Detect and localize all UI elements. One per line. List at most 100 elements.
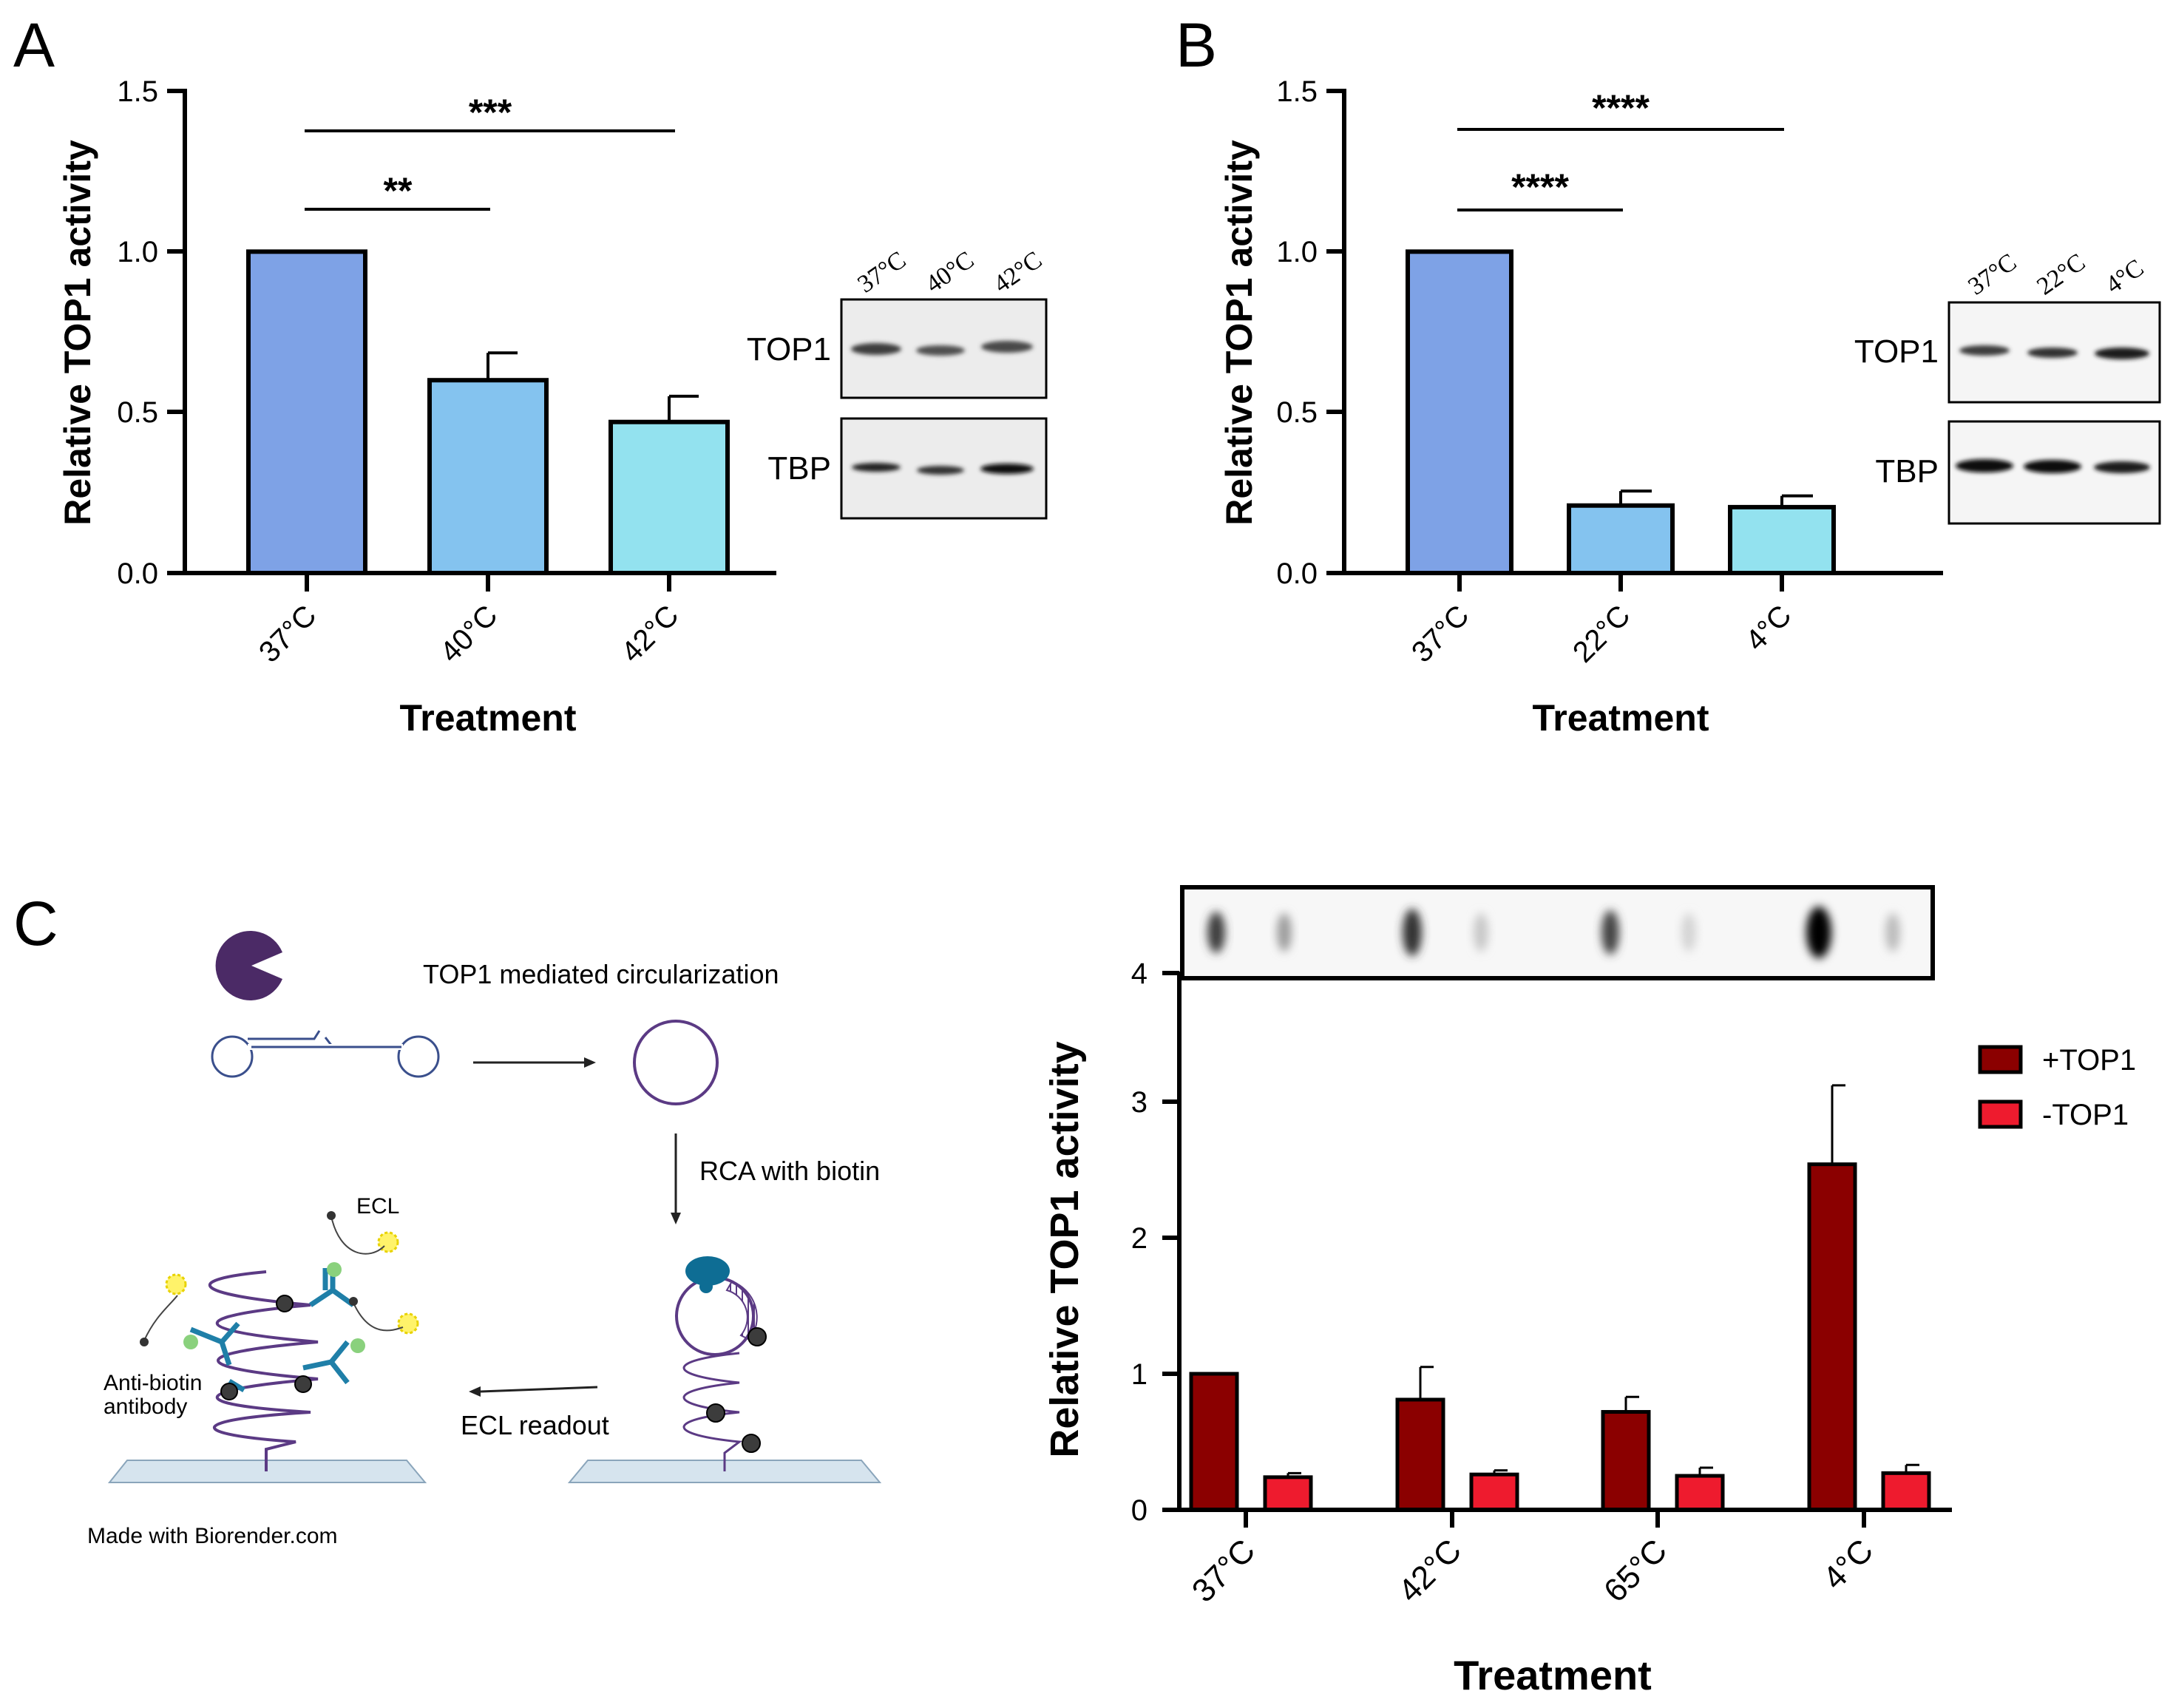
a-blot-tbp-band — [852, 463, 901, 472]
b-blot-tbp-band — [1956, 459, 2013, 472]
b-ytick-2: 1.0 — [1276, 236, 1318, 268]
antibody-label: Anti-biotin antibody — [104, 1371, 209, 1419]
antibody-icon — [189, 1264, 356, 1393]
polymerase-icon — [685, 1256, 730, 1286]
c-ytick-2: 2 — [1131, 1222, 1147, 1255]
biotin-dot — [276, 1295, 294, 1312]
circular-dna-icon — [633, 1020, 719, 1105]
a-blot-label-tbp: TBP — [767, 450, 831, 487]
c-bar-minus-1 — [1469, 1472, 1519, 1512]
b-blot-top1-band — [1959, 345, 2010, 356]
rca-diagram: TOP1 mediated circularization RCA with b… — [87, 931, 882, 1548]
b-blot-top1-band — [2027, 348, 2078, 358]
b-blot-tbp-band — [2024, 460, 2081, 473]
b-bar-1 — [1567, 503, 1675, 575]
b-blot-lane-0: 37°C — [1963, 248, 2021, 301]
step3-label: ECL readout — [461, 1410, 609, 1440]
a-sig-label-2: *** — [469, 92, 512, 133]
c-ytick-4: 4 — [1131, 958, 1147, 990]
chart-a: 0.0 0.5 1.0 1.5 37°C 40°C 42°C Relative … — [57, 75, 776, 739]
light-burst-icon — [397, 1312, 419, 1335]
a-blot-label-top1: TOP1 — [747, 331, 831, 367]
b-xtick-0: 37°C — [1406, 599, 1475, 668]
b-ylabel: Relative TOP1 activity — [1218, 140, 1260, 526]
b-ytick-1: 0.5 — [1276, 396, 1318, 429]
b-ytick-0: 0.0 — [1276, 558, 1318, 590]
reagent-dot — [349, 1297, 358, 1306]
a-blot-tbp-band — [917, 466, 964, 475]
ecl-label: ECL — [356, 1194, 399, 1219]
chart-c-axes — [1162, 971, 1952, 1528]
c-dot-blot-spot — [1601, 910, 1619, 955]
dumbbell-right-loop — [397, 1035, 440, 1078]
antibody-label-line2: antibody — [104, 1394, 187, 1419]
c-ylabel: Relative TOP1 activity — [1043, 1041, 1087, 1457]
c-dot-blot-spot — [1474, 913, 1488, 952]
c-bar-plus-3 — [1807, 1162, 1857, 1512]
b-blot-tbp-band — [2094, 461, 2150, 473]
arrow-3-head — [469, 1386, 481, 1397]
a-bar-2 — [608, 419, 730, 575]
c-legend-swatch-minus — [1978, 1099, 2023, 1129]
c-legend: +TOP1 -TOP1 — [1978, 1044, 2136, 1131]
arrow-1-head — [584, 1057, 596, 1068]
a-blot-lane-2: 42°C — [989, 246, 1047, 299]
c-dot-blot-spot — [1403, 909, 1422, 956]
rca-strand — [682, 1352, 742, 1471]
a-blot-top1-band — [851, 343, 901, 355]
c-xtick-2: 65°C — [1597, 1532, 1674, 1609]
a-ytick-3: 1.5 — [117, 75, 158, 108]
biotin-dot — [742, 1434, 761, 1453]
b-blot-lane-2: 4°C — [2101, 254, 2149, 299]
c-ytick-0: 0 — [1131, 1494, 1147, 1527]
b-blot-label-top1: TOP1 — [1854, 333, 1939, 370]
c-xtick-1: 42°C — [1391, 1532, 1468, 1609]
blot-a: 37°C 40°C 42°C TOP1 TBP — [747, 246, 1048, 520]
c-legend-label-plus: +TOP1 — [2042, 1044, 2136, 1077]
reagent-dot — [140, 1338, 149, 1346]
ecl-label-dot — [350, 1338, 365, 1353]
c-dot-blot-box — [1180, 885, 1935, 980]
step1-label: TOP1 mediated circularization — [423, 959, 779, 989]
b-blot-label-tbp: TBP — [1875, 453, 1939, 489]
a-blot-top1-band — [916, 345, 965, 356]
arrow-3 — [480, 1386, 598, 1393]
a-blot-lane-1: 40°C — [921, 246, 979, 299]
c-legend-swatch-plus — [1978, 1045, 2023, 1074]
b-xlabel: Treatment — [1533, 697, 1709, 739]
c-dot-blot-spot — [1207, 912, 1225, 953]
a-bar-0 — [246, 249, 367, 575]
ecl-label-dot — [183, 1335, 198, 1349]
biotin-dot — [748, 1327, 767, 1346]
panel-label-a: A — [13, 10, 55, 80]
c-bar-plus-1 — [1395, 1397, 1445, 1512]
credit-label: Made with Biorender.com — [87, 1524, 338, 1548]
panel-label-c: C — [13, 889, 58, 958]
b-blot-lane-1: 22°C — [2032, 248, 2090, 301]
c-xtick-0: 37°C — [1185, 1532, 1262, 1609]
c-bar-minus-3 — [1881, 1471, 1931, 1512]
reagent-dot — [327, 1211, 336, 1220]
blot-b: 37°C 22°C 4°C TOP1 TBP — [1854, 248, 2161, 525]
chart-b-axes — [1326, 89, 1943, 592]
b-blot-top1-band — [2095, 348, 2149, 359]
dumbbell-left-loop — [211, 1035, 254, 1078]
c-dot-blot-spot — [1885, 913, 1900, 952]
arrow-2-head — [671, 1213, 681, 1224]
top1-enzyme-icon — [215, 931, 282, 1000]
biotin-dot — [220, 1383, 238, 1400]
step1-text: TOP1 mediated circularization — [423, 959, 779, 989]
biotin-dot — [706, 1403, 725, 1423]
c-bar-plus-2 — [1601, 1410, 1651, 1512]
c-dot-blot-spot — [1277, 913, 1292, 952]
c-bar-minus-2 — [1675, 1474, 1725, 1512]
c-dot-blot-spot — [1806, 906, 1831, 958]
a-xlabel: Treatment — [400, 697, 577, 739]
c-ytick-3: 3 — [1131, 1086, 1147, 1119]
antibody-label-line1: Anti-biotin — [104, 1371, 202, 1395]
c-xtick-3: 4°C — [1816, 1532, 1880, 1596]
b-sig-label-1: **** — [1511, 166, 1569, 208]
biotin-dot — [294, 1375, 312, 1393]
a-blot-top1-band — [981, 341, 1033, 353]
a-xtick-0: 37°C — [253, 599, 322, 668]
